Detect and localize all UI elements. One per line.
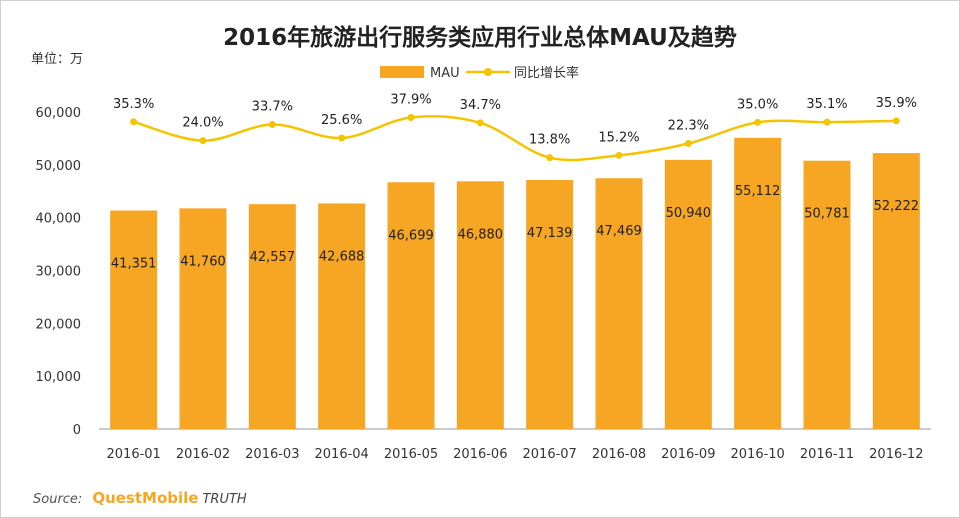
- source-brand: QuestMobile: [92, 489, 199, 507]
- growth-line: [130, 114, 900, 162]
- growth-value-label: 15.2%: [598, 130, 639, 145]
- mau-value-label: 52,222: [874, 199, 920, 214]
- x-tick-label: 2016-11: [800, 447, 854, 462]
- growth-point: [338, 134, 346, 142]
- mau-value-label: 50,940: [666, 206, 712, 221]
- bar-labels: 41,351 41,760 42,557 42,688 46,699 46,880 47,1…: [111, 184, 919, 272]
- y-tick-label: 50,000: [36, 159, 82, 174]
- x-tick-label: 2016-01: [107, 447, 161, 462]
- y-axis: 0 10,000 20,000 30,000 40,000 50,000 60,000: [36, 106, 82, 438]
- source-footer: Source: QuestMobile TRUTH: [33, 489, 247, 507]
- growth-value-label: 37.9%: [390, 93, 431, 108]
- mau-value-label: 42,688: [319, 249, 365, 264]
- mau-value-label: 46,880: [458, 227, 504, 242]
- x-tick-label: 2016-10: [731, 447, 785, 462]
- y-tick-label: 10,000: [36, 370, 82, 385]
- growth-point: [130, 118, 138, 126]
- mau-value-label: 41,760: [180, 254, 226, 269]
- legend: MAU 同比增长率: [380, 65, 579, 81]
- growth-value-label: 35.3%: [113, 97, 154, 112]
- mau-value-label: 50,781: [804, 207, 850, 222]
- growth-point: [823, 118, 831, 126]
- growth-line-path: [133, 115, 897, 162]
- y-tick-label: 0: [73, 423, 81, 438]
- growth-point: [615, 151, 623, 159]
- x-tick-label: 2016-08: [592, 447, 646, 462]
- source-label: Source:: [33, 492, 83, 507]
- mau-bar: [664, 159, 712, 429]
- mau-bar: [595, 178, 643, 429]
- growth-point: [754, 118, 762, 126]
- x-tick-label: 2016-06: [453, 447, 507, 462]
- growth-point: [407, 114, 415, 121]
- x-tick-label: 2016-07: [523, 447, 577, 462]
- mau-value-label: 47,139: [527, 226, 573, 241]
- mau-bar: [318, 203, 366, 429]
- growth-value-label: 35.0%: [737, 97, 778, 112]
- growth-value-label: 25.6%: [321, 113, 362, 128]
- mau-value-label: 42,557: [250, 250, 296, 265]
- mau-value-label: 55,112: [735, 184, 781, 199]
- mau-bar: [456, 181, 504, 429]
- growth-value-label: 22.3%: [668, 119, 709, 134]
- growth-labels: 35.3% 24.0% 33.7% 25.6% 37.9% 34.7% 13.8% 15.2%…: [113, 93, 917, 148]
- unit-label: 单位：万: [31, 52, 83, 67]
- x-tick-label: 2016-09: [661, 447, 715, 462]
- y-tick-label: 60,000: [36, 106, 82, 121]
- mau-value-label: 47,469: [596, 224, 642, 239]
- growth-value-label: 13.8%: [529, 133, 570, 148]
- legend-marker-growth: [484, 68, 492, 76]
- mau-bar: [110, 210, 158, 429]
- y-tick-label: 20,000: [36, 317, 82, 332]
- growth-value-label: 35.9%: [876, 96, 917, 111]
- mau-bar: [526, 179, 574, 429]
- mau-value-label: 46,699: [388, 228, 434, 243]
- growth-value-label: 33.7%: [252, 100, 293, 115]
- x-tick-label: 2016-04: [315, 447, 369, 462]
- x-axis: 2016-01 2016-02 2016-03 2016-04 2016-05 2016-…: [107, 447, 924, 462]
- source-suffix: TRUTH: [202, 492, 247, 507]
- growth-point: [476, 119, 484, 127]
- x-tick-label: 2016-03: [245, 447, 299, 462]
- x-tick-label: 2016-12: [869, 447, 923, 462]
- mau-bar: [803, 160, 851, 430]
- mau-bar: [734, 137, 782, 429]
- mau-bar: [387, 182, 435, 429]
- y-tick-label: 40,000: [36, 212, 82, 227]
- growth-value-label: 34.7%: [460, 98, 501, 113]
- growth-value-label: 35.1%: [806, 97, 847, 112]
- legend-swatch-mau: [380, 66, 424, 78]
- growth-point: [546, 154, 554, 162]
- legend-label-growth: 同比增长率: [514, 65, 579, 81]
- bars: [110, 137, 920, 430]
- mau-value-label: 41,351: [111, 257, 157, 272]
- chart-title: 2016年旅游出行服务类应用行业总体MAU及趋势: [223, 24, 737, 51]
- y-tick-label: 30,000: [36, 265, 82, 280]
- growth-point: [684, 140, 692, 147]
- mau-bar: [872, 153, 920, 430]
- x-tick-label: 2016-02: [176, 447, 230, 462]
- mau-bar: [248, 204, 296, 429]
- growth-point: [268, 121, 276, 128]
- growth-value-label: 24.0%: [182, 116, 223, 131]
- growth-point: [892, 117, 900, 125]
- growth-point: [199, 137, 207, 145]
- legend-label-mau: MAU: [430, 66, 460, 81]
- x-tick-label: 2016-05: [384, 447, 438, 462]
- mau-bar: [179, 208, 227, 429]
